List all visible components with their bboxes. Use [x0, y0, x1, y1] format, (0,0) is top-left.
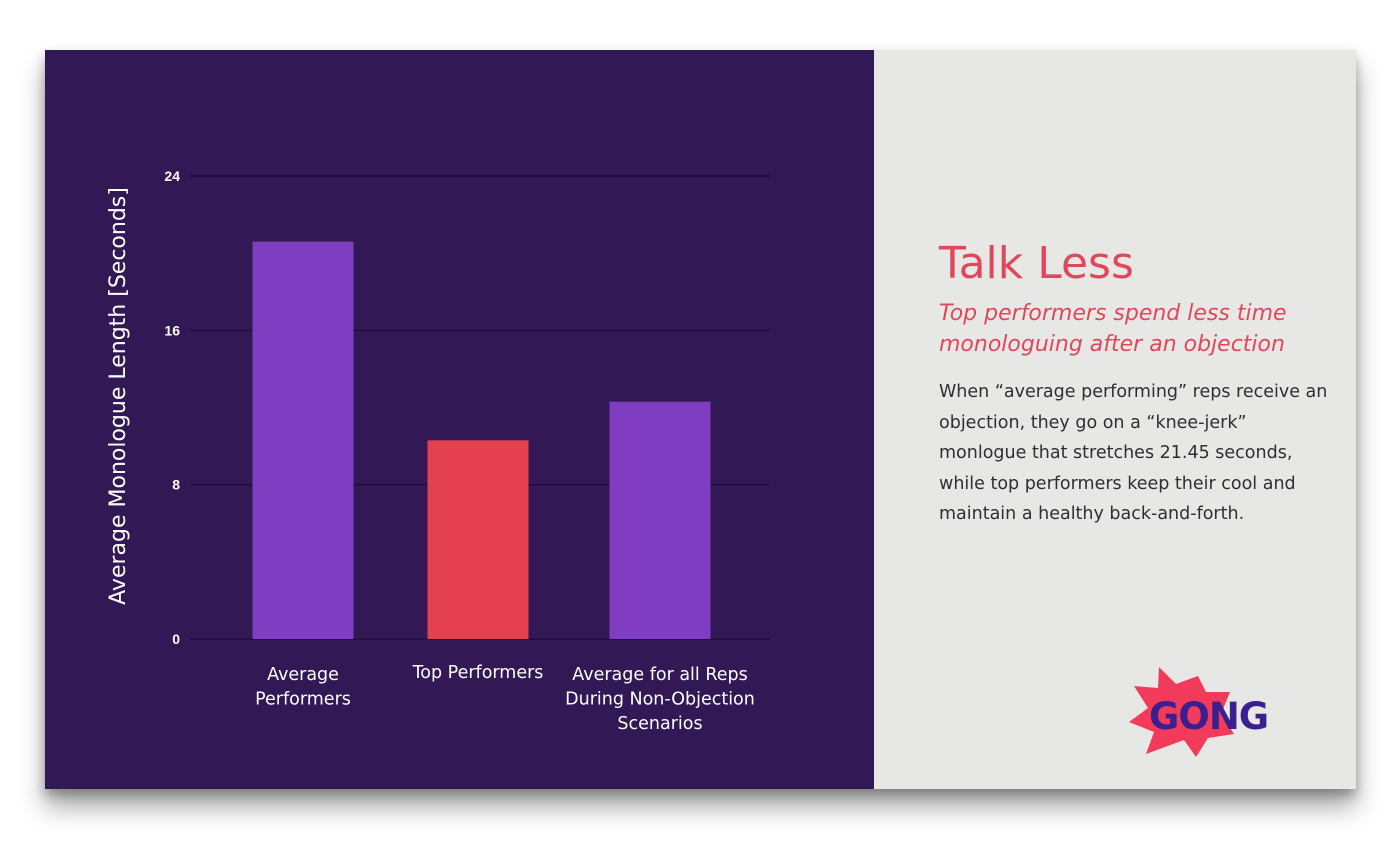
panel-title: Talk Less — [939, 238, 1134, 289]
x-category-label-2: Top Performers — [412, 663, 544, 683]
y-tick-label-0: 0 — [172, 631, 180, 647]
bar-chart: 0 8 16 24 Average Performers Top Performers Ave… — [106, 168, 770, 734]
panel-body: When “average performing” reps receive a… — [939, 382, 1328, 524]
x-category-label-3: Average for all Reps During Non-Objection… — [565, 665, 755, 734]
y-tick-label-8: 8 — [172, 477, 180, 493]
gong-logo: GONG — [1124, 662, 1284, 762]
x-category-label-1: Average Performers — [255, 665, 351, 710]
panel-subtitle: Top performers spend less time monologui… — [939, 301, 1287, 357]
chart-panel: 0 8 16 24 Average Performers Top Performers Ave… — [45, 50, 874, 789]
logo-burst-icon — [1129, 667, 1234, 757]
y-tick-label-16: 16 — [164, 322, 180, 338]
logo-text: GONG — [1149, 695, 1269, 738]
slide-card: 0 8 16 24 Average Performers Top Performers Ave… — [45, 50, 1356, 789]
bar-2 — [427, 440, 529, 639]
bar-3 — [609, 401, 711, 639]
text-panel: Talk Less Top performers spend less time… — [874, 50, 1356, 789]
y-axis-title: Average Monologue Length [Seconds] — [106, 187, 131, 605]
y-tick-label-24: 24 — [164, 168, 180, 184]
bar-1 — [252, 241, 354, 639]
